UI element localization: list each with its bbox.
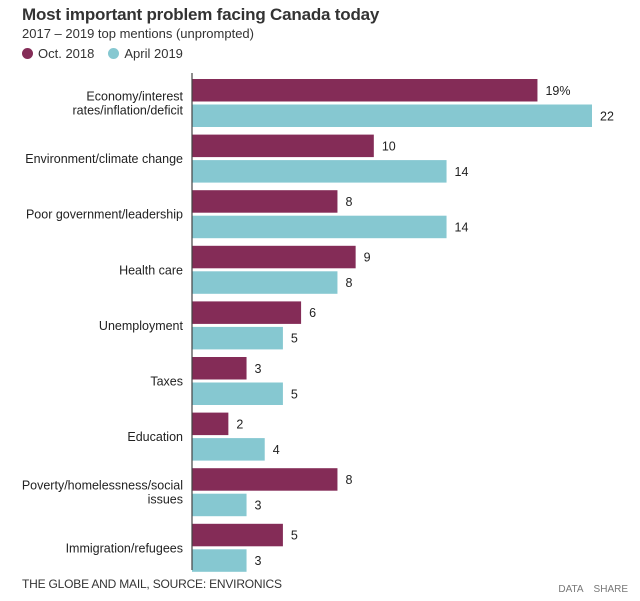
category-label: Health care <box>119 263 183 277</box>
category-label: Immigration/refugees <box>66 541 183 555</box>
legend-dot-icon <box>108 48 120 59</box>
category-label: issues <box>148 493 183 507</box>
data-label: 4 <box>273 443 280 457</box>
bar <box>192 215 447 239</box>
category-label: Education <box>127 430 183 444</box>
data-label: 8 <box>345 276 352 290</box>
bar <box>192 523 283 547</box>
bar <box>192 79 538 102</box>
bar <box>192 190 338 213</box>
legend-label: Oct. 2018 <box>38 46 95 61</box>
category-label: Environment/climate change <box>25 152 183 166</box>
category-label: Unemployment <box>99 319 184 333</box>
data-label: 22 <box>600 109 614 123</box>
data-label: 14 <box>455 165 469 179</box>
data-label: 10 <box>382 139 396 153</box>
legend-label: April 2019 <box>124 46 183 61</box>
bar <box>192 493 247 517</box>
category-label: Economy/interest <box>86 90 183 104</box>
data-label: 3 <box>255 498 262 512</box>
category-label: Poverty/homelessness/social <box>22 479 183 493</box>
data-label: 9 <box>364 251 371 265</box>
bar <box>192 357 247 380</box>
data-label: 8 <box>345 195 352 209</box>
bar <box>192 438 265 461</box>
bar <box>192 326 283 350</box>
legend-dot-icon <box>22 48 33 59</box>
data-label: 6 <box>309 306 316 320</box>
category-label: Taxes <box>150 375 183 389</box>
bar <box>192 549 247 572</box>
legend: Oct. 2018 April 2019 <box>22 46 183 61</box>
data-link[interactable]: DATA <box>558 584 584 595</box>
data-label: 2 <box>236 417 243 431</box>
bar <box>192 301 302 324</box>
bar <box>192 104 592 127</box>
bar <box>192 468 338 491</box>
data-label: 8 <box>345 473 352 487</box>
bar <box>192 412 229 436</box>
bar <box>192 245 356 269</box>
legend-item-april-2019: April 2019 <box>108 46 183 61</box>
category-label: rates/inflation/deficit <box>73 104 184 118</box>
source-credit: THE GLOBE AND MAIL, SOURCE: ENVIRONICS <box>22 577 282 591</box>
data-label: 5 <box>291 387 298 401</box>
bar <box>192 271 338 294</box>
category-label: Poor government/leadership <box>26 208 183 222</box>
data-label: 19% <box>545 84 570 98</box>
bar <box>192 160 447 183</box>
data-label: 3 <box>255 554 262 568</box>
legend-item-oct-2018: Oct. 2018 <box>22 46 94 61</box>
chart-subtitle: 2017 – 2019 top mentions (unprompted) <box>22 26 254 41</box>
chart-title: Most important problem facing Canada tod… <box>22 5 380 24</box>
footer-links: DATA SHARE <box>558 584 628 595</box>
data-label: 5 <box>291 529 298 543</box>
data-label: 14 <box>455 220 469 234</box>
data-label: 5 <box>291 332 298 346</box>
data-label: 3 <box>255 362 262 376</box>
bar <box>192 134 374 158</box>
bar <box>192 382 283 405</box>
share-link[interactable]: SHARE <box>593 584 628 595</box>
